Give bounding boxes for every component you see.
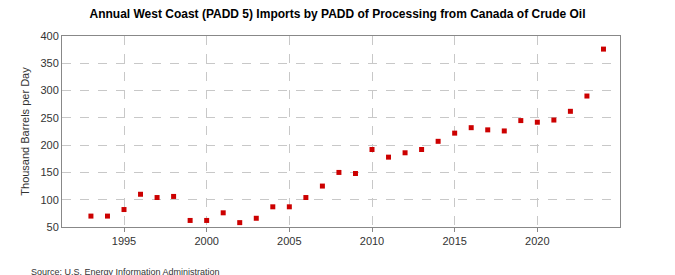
svg-text:1995: 1995 (112, 235, 136, 247)
svg-text:2015: 2015 (442, 235, 466, 247)
svg-text:50: 50 (47, 221, 59, 233)
svg-text:400: 400 (40, 30, 58, 42)
svg-text:100: 100 (40, 194, 58, 206)
svg-text:2000: 2000 (194, 235, 218, 247)
svg-text:Thousand Barrels per Day: Thousand Barrels per Day (19, 67, 31, 196)
svg-text:300: 300 (40, 84, 58, 96)
svg-text:150: 150 (40, 166, 58, 178)
svg-text:250: 250 (40, 112, 58, 124)
svg-text:Source: U.S. Energy Informatio: Source: U.S. Energy Information Administ… (31, 267, 220, 275)
svg-text:Annual West Coast (PADD 5) Imp: Annual West Coast (PADD 5) Imports by PA… (89, 7, 585, 21)
svg-text:200: 200 (40, 139, 58, 151)
svg-text:2010: 2010 (360, 235, 384, 247)
svg-text:350: 350 (40, 57, 58, 69)
svg-text:2005: 2005 (277, 235, 301, 247)
svg-text:2020: 2020 (525, 235, 549, 247)
